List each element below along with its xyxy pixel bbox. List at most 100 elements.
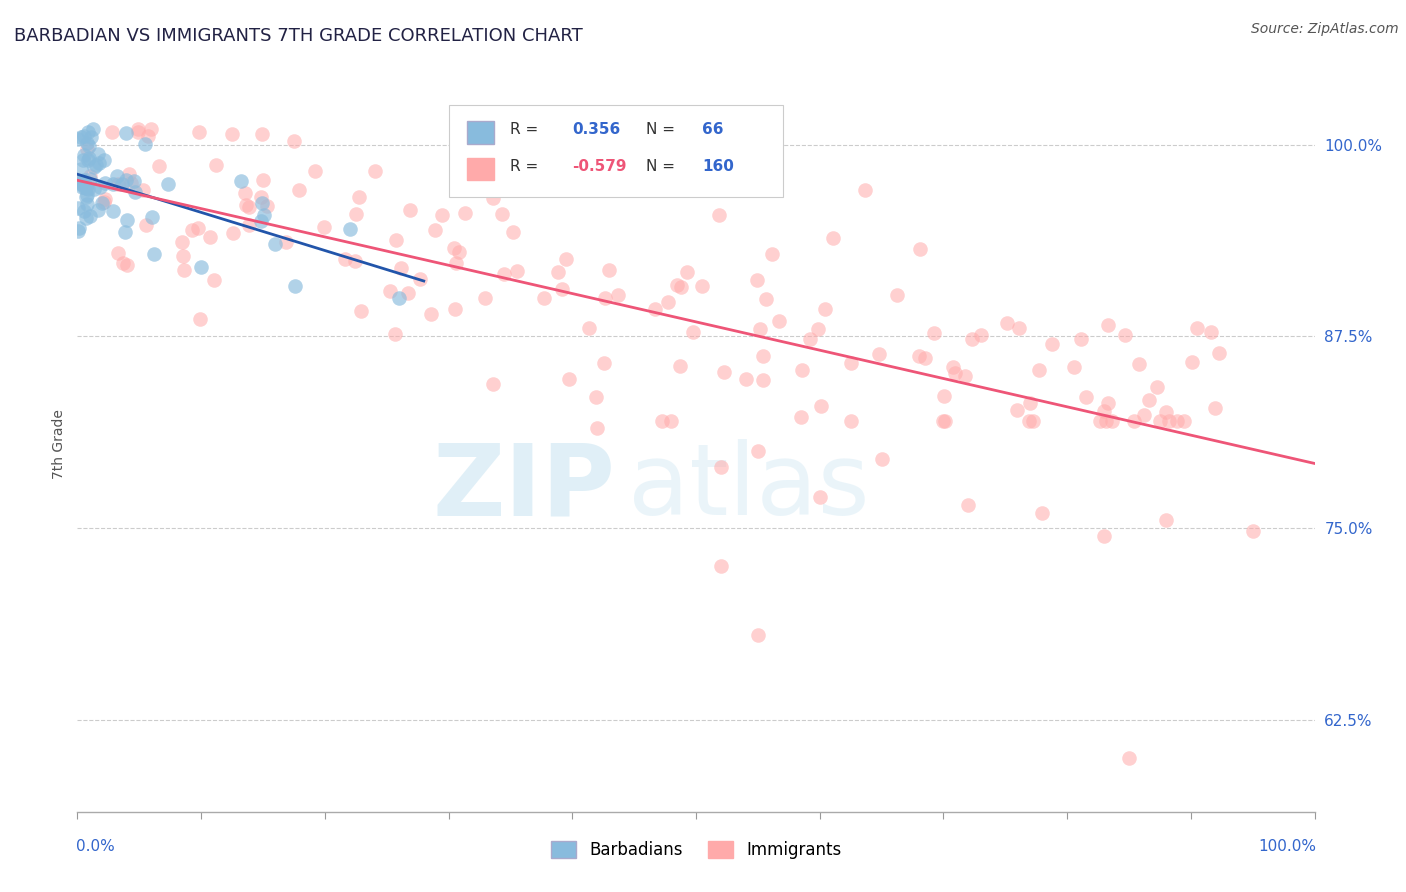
Point (399, 203, 422, 218)
Point (420, 307, 443, 321)
Point (134, 136, 156, 151)
Point (127, 122, 149, 136)
Point (132, 183, 155, 197)
Point (378, 284, 401, 298)
Point (79, 169, 101, 184)
Point (114, 126, 136, 140)
Point (1187, 320, 1209, 334)
Point (111, 256, 134, 270)
Point (70, 162, 93, 177)
Point (1092, 529, 1115, 543)
Point (443, 302, 465, 317)
Point (651, 414, 673, 428)
Point (790, 410, 813, 425)
Point (141, 210, 163, 224)
Point (942, 359, 965, 374)
Point (799, 332, 821, 346)
Point (855, 183, 877, 197)
Point (839, 356, 862, 370)
Point (839, 414, 862, 428)
Point (710, 459, 733, 474)
Point (1132, 408, 1154, 422)
Point (388, 291, 411, 305)
Point (659, 414, 682, 428)
Point (924, 326, 946, 340)
Point (423, 223, 446, 237)
Point (350, 304, 373, 318)
Point (1123, 414, 1146, 428)
Point (200, 230, 222, 244)
Point (238, 218, 260, 232)
Point (506, 264, 529, 278)
Point (231, 173, 253, 187)
Point (86, 202, 108, 217)
Point (122, 174, 145, 188)
Point (934, 414, 956, 428)
Point (1181, 355, 1204, 369)
Point (72, 153, 94, 167)
Point (124, 186, 146, 200)
Point (710, 559, 733, 574)
Point (547, 265, 569, 279)
Text: Source: ZipAtlas.com: Source: ZipAtlas.com (1251, 22, 1399, 37)
Point (713, 365, 735, 379)
Point (1118, 751, 1140, 765)
Point (1074, 390, 1097, 404)
Point (93, 194, 115, 209)
Point (1128, 357, 1150, 371)
Point (70, 173, 93, 187)
Point (1154, 405, 1177, 419)
Point (1101, 414, 1123, 428)
FancyBboxPatch shape (449, 105, 783, 197)
Point (934, 389, 956, 403)
Point (953, 368, 976, 383)
Text: ZIP: ZIP (433, 440, 616, 536)
Point (962, 332, 984, 346)
Point (76, 197, 98, 211)
Point (1241, 524, 1264, 538)
Point (67, 175, 90, 189)
Point (77, 151, 100, 165)
Point (93, 153, 115, 167)
Point (482, 191, 505, 205)
Point (1028, 363, 1050, 377)
Point (482, 376, 505, 391)
Point (82, 122, 104, 136)
Point (221, 226, 243, 240)
Point (105, 169, 128, 183)
Point (914, 351, 936, 365)
Point (107, 177, 129, 191)
Point (747, 444, 769, 458)
Bar (467, 121, 495, 144)
Point (551, 282, 574, 296)
Point (256, 199, 278, 213)
Point (83, 182, 105, 196)
Point (910, 243, 932, 257)
Point (339, 222, 361, 236)
Point (970, 328, 993, 343)
Point (749, 322, 772, 336)
Point (118, 167, 141, 181)
Point (494, 267, 516, 281)
Point (115, 173, 138, 187)
Point (384, 326, 406, 341)
Point (868, 347, 890, 361)
Point (101, 177, 124, 191)
Point (252, 196, 274, 211)
Point (264, 237, 287, 252)
Point (1097, 318, 1119, 333)
Point (107, 245, 129, 260)
Point (1137, 393, 1160, 408)
Bar (467, 158, 495, 180)
Point (114, 225, 136, 239)
Point (157, 177, 180, 191)
Point (76, 125, 98, 139)
Point (810, 399, 832, 413)
Point (139, 122, 162, 136)
Point (1199, 325, 1222, 339)
Point (76, 136, 98, 150)
Point (135, 219, 157, 233)
Point (690, 279, 713, 293)
Point (598, 263, 620, 277)
Point (491, 207, 513, 221)
